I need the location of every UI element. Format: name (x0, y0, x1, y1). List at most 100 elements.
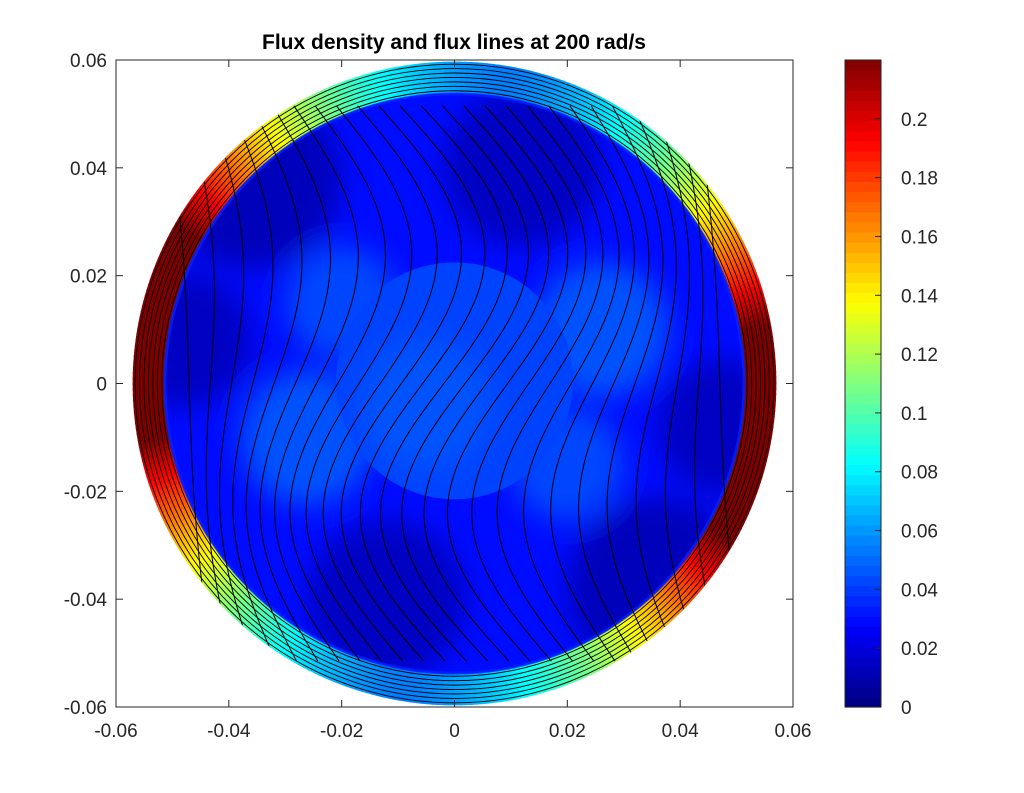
colorbar-tick-label: 0.1 (901, 404, 927, 425)
x-tick-label: 0 (449, 721, 460, 742)
y-tick-label: -0.02 (64, 482, 107, 503)
colorbar-step (845, 464, 881, 476)
colorbar-tick-label: 0.06 (901, 522, 938, 543)
colorbar-step (845, 575, 881, 587)
colorbar-tick-label: 0 (901, 698, 912, 719)
colorbar-step (845, 454, 881, 465)
flux-line (289, 105, 387, 662)
ring-flux-line (147, 76, 762, 691)
colorbar-tick-label: 0.04 (901, 580, 938, 601)
colorbar-gradient (845, 60, 881, 708)
y-axis: -0.06 -0.04 -0.02 0 0.02 0.04 0.06 (64, 51, 793, 719)
colorbar-step (845, 696, 881, 708)
colorbar-step (845, 434, 881, 445)
flux-line (471, 105, 587, 662)
colorbar-step (845, 332, 881, 344)
colorbar-step (845, 656, 881, 668)
colorbar-step (845, 130, 881, 142)
colorbar-step (845, 231, 881, 243)
colorbar-tick-label: 0.02 (901, 639, 938, 660)
x-axis: -0.06 -0.04 -0.02 0 0.02 0.04 0.06 (94, 60, 811, 742)
colorbar-step (845, 70, 881, 81)
colorbar-step (845, 555, 881, 567)
colorbar-tick-label: 0.16 (901, 227, 938, 248)
rotor-highlight (359, 339, 491, 470)
flux-line (401, 105, 530, 662)
ring-flux-line (139, 68, 770, 699)
colorbar-step (845, 110, 881, 122)
colorbar-step (845, 383, 881, 395)
colorbar-step (845, 221, 881, 233)
flux-line (340, 105, 463, 662)
y-tick-label: -0.06 (64, 698, 107, 719)
ring-flux-line (152, 81, 757, 686)
ring-inner-edge (163, 92, 746, 675)
flux-density-map (132, 61, 777, 706)
colorbar-box (844, 59, 882, 708)
x-tick-label: 0.06 (775, 721, 812, 742)
colorbar-step (845, 353, 881, 364)
flux-line (229, 105, 276, 662)
x-tick-label: 0.02 (549, 721, 586, 742)
colorbar-step (845, 262, 881, 273)
colorbar-step (845, 393, 881, 405)
flux-line (259, 105, 332, 662)
y-tick-label: 0.04 (70, 159, 107, 180)
flux-line (305, 105, 413, 662)
ring-flux-line (161, 90, 748, 677)
colorbar-step (845, 191, 881, 203)
colorbar-step (845, 605, 881, 617)
field-patch (307, 520, 466, 679)
colorbar-step (845, 373, 881, 385)
colorbar-step (845, 585, 881, 597)
flux-line (274, 105, 359, 662)
x-tick-label: -0.02 (320, 721, 363, 742)
y-tick-label: -0.04 (64, 590, 108, 611)
x-tick-label: -0.06 (94, 721, 137, 742)
colorbar-step (845, 302, 881, 314)
colorbar-step (845, 363, 881, 374)
colorbar-step (845, 626, 881, 637)
flux-line (446, 105, 569, 662)
colorbar-step (845, 423, 881, 435)
colorbar-step (845, 181, 881, 193)
flux-line (496, 105, 604, 662)
colorbar-step (845, 120, 881, 132)
colorbar-step (845, 636, 881, 647)
chart-title: Flux density and flux lines at 200 rad/s (262, 31, 646, 54)
colorbar-axis: 0 0.02 0.04 0.06 0.08 0.1 0.12 0.14 0.16 0.18 0.2 (875, 110, 938, 719)
colorbar-tick-label: 0.14 (901, 286, 938, 307)
colorbar-step (845, 403, 881, 415)
colorbar-step (845, 312, 881, 324)
colorbar-tick-label: 0.12 (901, 345, 938, 366)
colorbar-step (845, 343, 881, 354)
flux-line (322, 105, 438, 662)
ring-flux-line (143, 72, 766, 695)
flux-line (550, 105, 635, 662)
colorbar-step (845, 484, 881, 496)
colorbar-step (845, 90, 881, 102)
colorbar-step (845, 504, 881, 516)
colorbar-tick-label: 0.08 (901, 463, 938, 484)
flux-line (359, 105, 486, 662)
x-tick-label: -0.04 (207, 721, 251, 742)
colorbar-step (845, 150, 881, 162)
colorbar-step (845, 272, 881, 284)
colorbar-step (845, 535, 881, 546)
colorbar-step (845, 565, 881, 577)
flux-line (577, 105, 650, 662)
flux-line (606, 105, 664, 662)
x-tick-label: 0.04 (662, 721, 699, 742)
colorbar-step (845, 676, 881, 688)
colorbar-step (845, 80, 881, 91)
y-tick-label: 0.06 (70, 51, 107, 72)
flux-line (423, 105, 550, 662)
colorbar-step (845, 292, 881, 304)
colorbar-step (845, 161, 881, 172)
colorbar-step (845, 474, 881, 486)
colorbar-step (845, 666, 881, 678)
colorbar-tick-label: 0.2 (901, 110, 927, 131)
y-tick-label: 0 (96, 375, 107, 396)
colorbar: 0 0.02 0.04 0.06 0.08 0.1 0.12 0.14 0.16 0.18 0.2 (844, 59, 938, 719)
